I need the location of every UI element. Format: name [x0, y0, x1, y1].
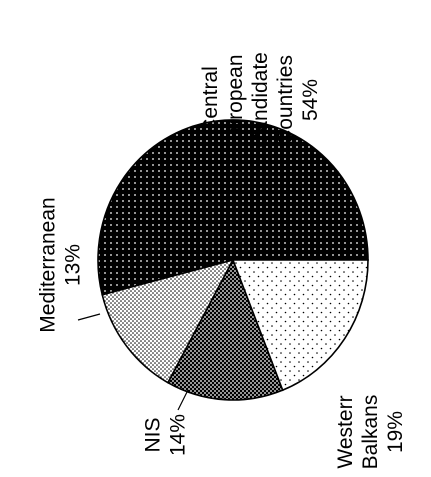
slice-label-group-1: Mediterranean 13% — [37, 197, 85, 332]
slice-label-group-3: Westerr Balkans 19% — [334, 395, 407, 470]
slice-label-3-line-1: Balkans — [359, 395, 382, 470]
slice-label-0-line-3: Countries — [274, 55, 297, 145]
pie-slice-3 — [231, 259, 369, 392]
slice-label-group-0: Central European Candidate Countries 54% — [199, 52, 322, 148]
leader-lines — [77, 313, 189, 411]
pie-slice-0 — [97, 119, 369, 296]
slice-label-1-line-0: Mediterranean — [37, 197, 60, 332]
slice-label-0-line-1: European — [224, 54, 247, 145]
leader-line-2 — [177, 389, 189, 411]
slice-percent-3: 19% — [384, 411, 407, 453]
slice-label-0-line-2: Candidate — [249, 52, 272, 148]
slice-percent-2: 14% — [167, 414, 190, 456]
slice-percent-0: 54% — [299, 79, 322, 121]
pie-slices — [97, 119, 369, 401]
slice-percent-1: 13% — [62, 244, 85, 286]
pie-slice-2 — [166, 258, 284, 401]
slice-label-0-line-0: Central — [199, 66, 222, 134]
slice-label-2-line-0: NIS — [142, 417, 165, 452]
slice-labels: Central European Candidate Countries 54% Medi… — [37, 52, 408, 469]
pie-slice-1 — [101, 258, 235, 384]
slice-label-group-2: NIS 14% — [142, 414, 190, 456]
slice-label-3-line-0: Westerr — [334, 395, 357, 468]
leader-line-1 — [77, 313, 101, 321]
